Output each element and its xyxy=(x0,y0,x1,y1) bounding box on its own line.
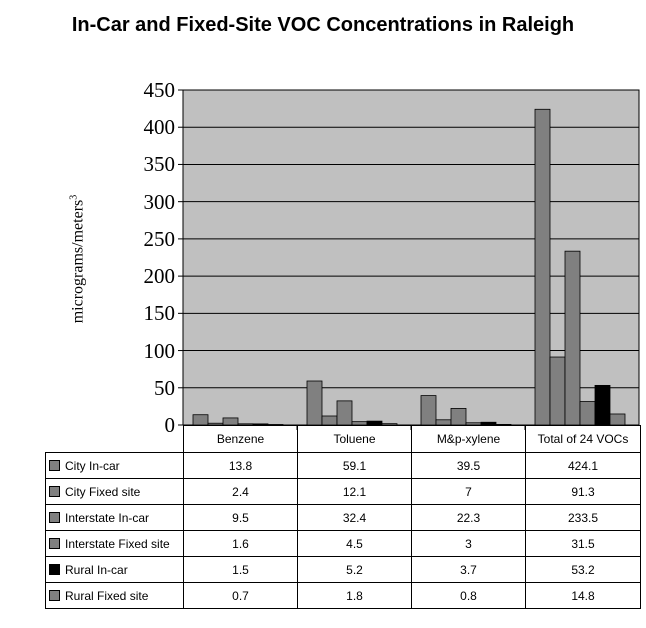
y-tick-label: 300 xyxy=(143,189,176,214)
table-cell-value: 22.3 xyxy=(411,504,526,531)
table-row: Rural In-car 1.5 5.2 3.7 53.2 xyxy=(45,556,641,583)
table-cell-value: 59.1 xyxy=(297,452,412,479)
y-tick-label: 250 xyxy=(143,226,176,251)
y-tick-label: 200 xyxy=(143,264,176,289)
y-tick-label: 350 xyxy=(143,152,176,177)
table-cell-value: 39.5 xyxy=(411,452,526,479)
series-name: Interstate Fixed site xyxy=(65,536,170,551)
table-cell-value: 31.5 xyxy=(525,530,641,557)
bar xyxy=(564,250,581,426)
legend-swatch xyxy=(49,511,60,523)
table-header-row: Benzene Toluene M&p-xylene Total of 24 V… xyxy=(45,425,641,453)
table-cell-value: 53.2 xyxy=(525,556,641,583)
bar xyxy=(534,108,551,426)
bar xyxy=(609,413,626,426)
bar xyxy=(366,420,383,426)
table-cell-value: 1.5 xyxy=(183,556,298,583)
series-name: Rural In-car xyxy=(65,562,128,577)
y-tick-label: 450 xyxy=(143,78,176,102)
table-cell-value: 7 xyxy=(411,478,526,505)
table-cell-value: 9.5 xyxy=(183,504,298,531)
table-row: Rural Fixed site 0.7 1.8 0.8 14.8 xyxy=(45,582,641,609)
series-legend-cell: City In-car xyxy=(45,452,184,479)
chart-title: In-Car and Fixed-Site VOC Concentrations… xyxy=(71,14,575,36)
table-cell-value: 5.2 xyxy=(297,556,412,583)
series-legend-cell: City Fixed site xyxy=(45,478,184,505)
series-legend-cell: Interstate Fixed site xyxy=(45,530,184,557)
table-cell-value: 3.7 xyxy=(411,556,526,583)
y-tick-label: 400 xyxy=(143,115,176,140)
table-corner xyxy=(45,425,184,453)
legend-swatch xyxy=(49,537,60,549)
series-name: Rural Fixed site xyxy=(65,588,149,603)
table-cell-value: 233.5 xyxy=(525,504,641,531)
series-legend-cell: Rural In-car xyxy=(45,556,184,583)
table-cell-value: 32.4 xyxy=(297,504,412,531)
series-name: Interstate In-car xyxy=(65,510,150,525)
table-cell-value: 1.6 xyxy=(183,530,298,557)
bar xyxy=(192,414,209,426)
category-header: Total of 24 VOCs xyxy=(525,425,641,453)
legend-swatch xyxy=(49,485,60,497)
bar xyxy=(267,424,284,426)
y-tick-label: 150 xyxy=(143,301,176,326)
series-name: City Fixed site xyxy=(65,484,141,499)
series-legend-cell: Interstate In-car xyxy=(45,504,184,531)
table-row: City In-car 13.8 59.1 39.5 424.1 xyxy=(45,452,641,479)
table-cell-value: 1.8 xyxy=(297,582,412,609)
table-row: Interstate Fixed site 1.6 4.5 3 31.5 xyxy=(45,530,641,557)
legend-swatch xyxy=(49,589,60,601)
category-header: M&p-xylene xyxy=(411,425,526,453)
table-cell-value: 13.8 xyxy=(183,452,298,479)
table-cell-value: 91.3 xyxy=(525,478,641,505)
category-header: Benzene xyxy=(183,425,298,453)
bar xyxy=(420,395,437,426)
series-name: City In-car xyxy=(65,458,120,473)
table-row: Interstate In-car 9.5 32.4 22.3 233.5 xyxy=(45,504,641,531)
bar xyxy=(222,417,239,426)
table-cell-value: 0.8 xyxy=(411,582,526,609)
bar xyxy=(549,356,566,426)
bar xyxy=(321,415,338,426)
y-tick-label: 50 xyxy=(154,375,175,400)
bar xyxy=(594,384,611,426)
y-tick-label: 100 xyxy=(143,338,176,363)
table-cell-value: 2.4 xyxy=(183,478,298,505)
y-tick-label: 0 xyxy=(164,413,176,437)
bar xyxy=(450,407,467,426)
legend-swatch xyxy=(49,563,60,575)
bar xyxy=(306,380,323,426)
table-body: City In-car 13.8 59.1 39.5 424.1 City Fixed s… xyxy=(45,452,641,609)
series-legend-cell: Rural Fixed site xyxy=(45,582,184,609)
table-cell-value: 0.7 xyxy=(183,582,298,609)
table-cell-value: 424.1 xyxy=(525,452,641,479)
bar xyxy=(579,401,596,426)
data-table: Benzene Toluene M&p-xylene Total of 24 V… xyxy=(45,425,641,609)
table-row: City Fixed site 2.4 12.1 7 91.3 xyxy=(45,478,641,505)
table-cell-value: 12.1 xyxy=(297,478,412,505)
table-cell-value: 4.5 xyxy=(297,530,412,557)
category-header: Toluene xyxy=(297,425,412,453)
bar xyxy=(336,400,353,426)
legend-swatch xyxy=(49,459,60,471)
table-cell-value: 14.8 xyxy=(525,582,641,609)
table-cell-value: 3 xyxy=(411,530,526,557)
bar xyxy=(480,421,497,426)
